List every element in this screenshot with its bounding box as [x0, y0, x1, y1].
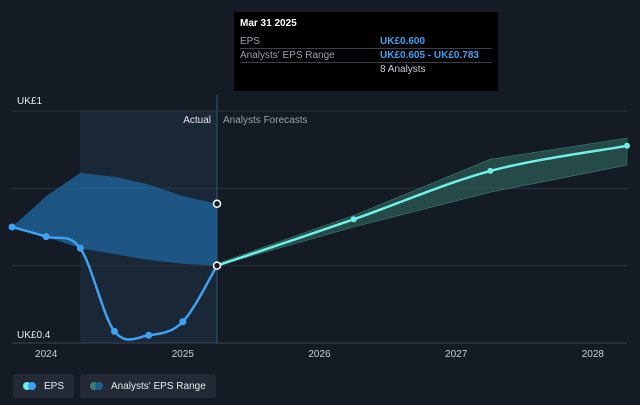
tooltip-key [240, 63, 380, 76]
eps-point [76, 244, 84, 252]
tooltip-date: Mar 31 2025 [240, 18, 297, 29]
forecast-eps-range-band [216, 137, 628, 267]
eps-point [179, 318, 187, 326]
legend-range-button[interactable]: Analysts' EPS Range [80, 374, 216, 398]
forecast-point [487, 167, 494, 174]
eps-point [111, 327, 118, 335]
eps-point [42, 233, 50, 241]
y-axis-top-label: UK£1 [17, 96, 42, 107]
chart-legend: EPS Analysts' EPS Range [13, 374, 216, 398]
forecast-section-label: Analysts Forecasts [223, 115, 307, 126]
tooltip-value: UK£0.600 [380, 36, 426, 47]
eps-point [145, 331, 153, 339]
x-tick-label: 2024 [35, 349, 58, 360]
forecast-point [350, 216, 357, 223]
x-tick-label: 2025 [172, 349, 195, 360]
tooltip-value: UK£0.605 - UK£0.783 [380, 50, 479, 61]
legend-range-label: Analysts' EPS Range [111, 380, 206, 392]
tooltip-row-analysts: 8 Analysts [240, 63, 492, 76]
x-tick-label: 2028 [582, 349, 605, 360]
tooltip-value: 8 Analysts [380, 64, 426, 75]
tooltip-row-range: Analysts' EPS Range UK£0.605 - UK£0.783 [240, 49, 492, 63]
x-tick-label: 2027 [445, 349, 468, 360]
eps-point [212, 261, 222, 270]
tooltip-key: Analysts' EPS Range [240, 50, 335, 61]
y-axis-bottom-label: UK£0.4 [17, 330, 51, 341]
actual-eps-range-band [12, 172, 217, 266]
actual-section-label: Actual [183, 115, 211, 126]
tooltip-row-eps: EPS UK£0.600 [240, 35, 492, 49]
legend-eps-label: EPS [44, 380, 65, 392]
eps-tooltip: Mar 31 2025 EPS UK£0.600 Analysts' EPS R… [234, 12, 498, 91]
forecast-eps-line [216, 144, 628, 267]
range-upper-point [212, 199, 222, 209]
tooltip-key: EPS [240, 36, 261, 47]
eps-point [8, 223, 16, 231]
forecast-point [624, 142, 630, 149]
eps-legend-icon [23, 382, 36, 390]
legend-eps-button[interactable]: EPS [13, 374, 75, 398]
x-tick-label: 2026 [308, 349, 331, 360]
range-legend-icon [90, 382, 104, 390]
